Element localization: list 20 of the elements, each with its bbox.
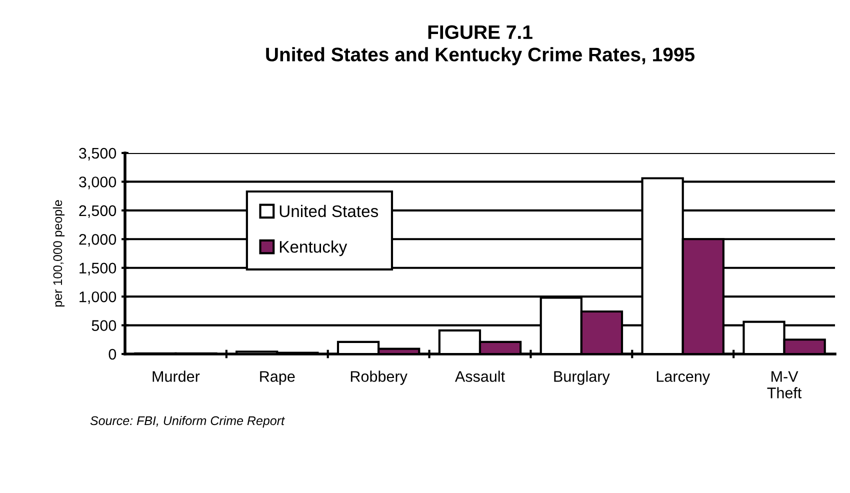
legend-label: Kentucky: [280, 240, 348, 256]
y-tick-label: 1,000: [80, 291, 116, 304]
x-tick-label: Burglary: [554, 370, 610, 385]
y-tick-label: 3,000: [79, 176, 116, 190]
y-tick-label: 2,500: [79, 205, 116, 218]
y-tick-label: 500: [92, 320, 116, 331]
y-tick-label: 2,000: [79, 234, 116, 247]
x-tick-label: Robbery: [350, 370, 408, 385]
y-tick-label: 1,500: [80, 262, 116, 276]
source-note: Source: FBI, Uniform Crime Report: [90, 416, 285, 428]
chart-title: FIGURE 7.1 United States and Kentucky Crime Rates, 1995: [266, 25, 695, 66]
y-tick-label: 3,500: [79, 148, 116, 160]
y-tick-label: 0: [108, 348, 116, 360]
legend-label: United States: [280, 204, 378, 218]
x-tick-label: M-V Theft: [767, 371, 802, 398]
x-tick-label: Rape: [260, 371, 295, 385]
x-tick-label: Murder: [152, 370, 200, 382]
y-axis-title: per 100,000 people: [52, 200, 65, 307]
x-tick-label: Larceny: [656, 371, 710, 385]
x-tick-label: Assault: [454, 370, 505, 382]
